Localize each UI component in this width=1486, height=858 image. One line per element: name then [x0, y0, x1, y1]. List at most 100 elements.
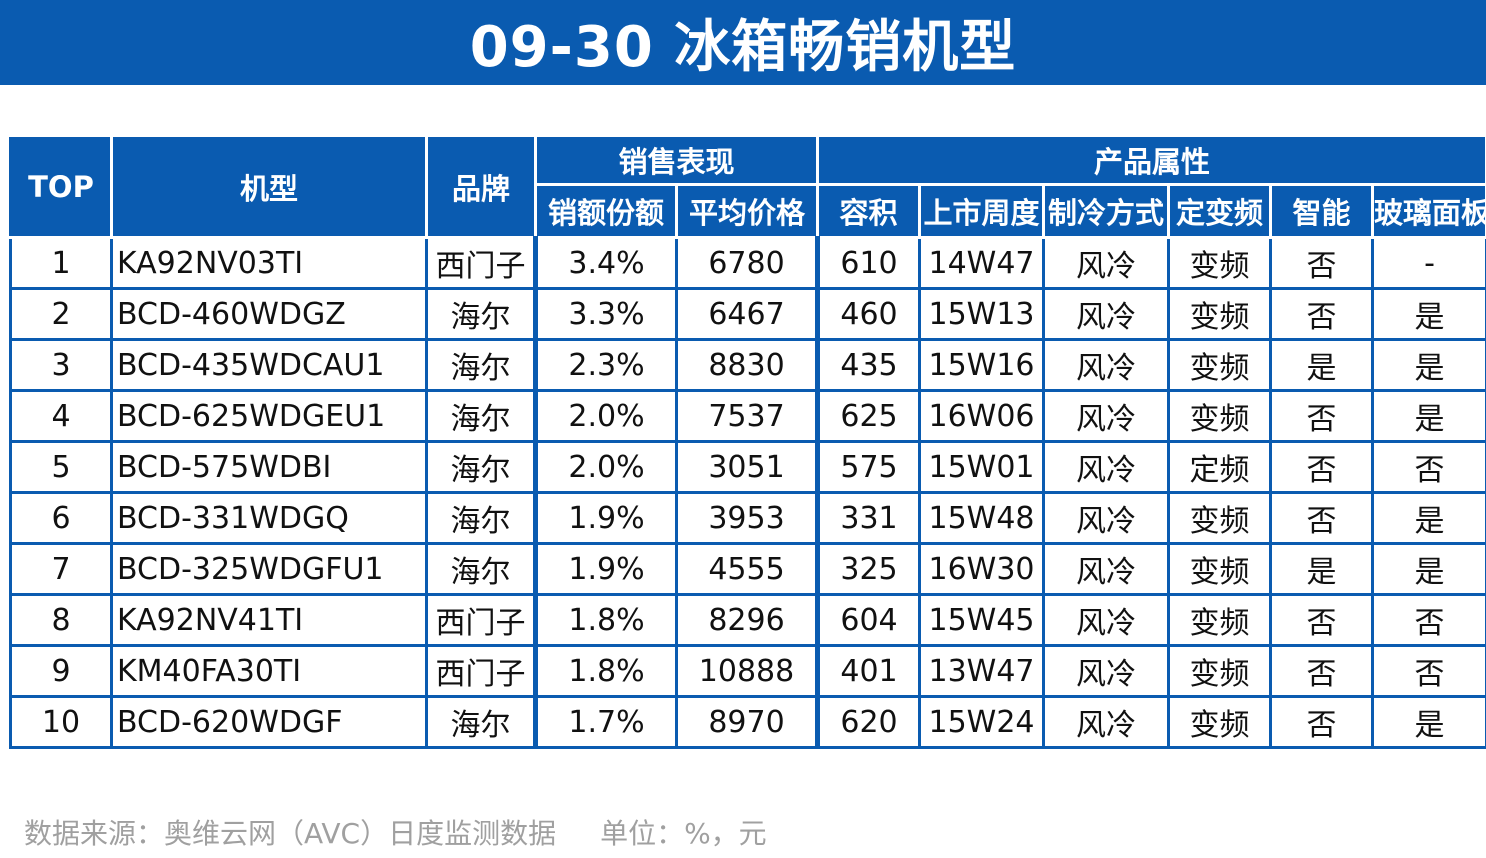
cell-share: 3.3%: [534, 287, 678, 341]
cell-share: 1.8%: [534, 644, 678, 698]
cell-capacity: 460: [816, 287, 922, 341]
cell-cooling: 风冷: [1042, 440, 1171, 494]
cell-smart: 是: [1269, 338, 1375, 392]
header-brand: 品牌: [425, 134, 537, 239]
cell-week: 15W01: [918, 440, 1046, 494]
page-title: 09-30 冰箱畅销机型: [469, 15, 1017, 80]
cell-price: 8296: [674, 593, 821, 647]
cell-cooling: 风冷: [1042, 236, 1171, 290]
cell-share: 1.9%: [534, 542, 678, 596]
cell-glass: 否: [1371, 593, 1486, 647]
cell-brand: 海尔: [425, 338, 538, 392]
cell-inverter: 变频: [1167, 593, 1273, 647]
table-row: 8 KA92NV41TI 西门子 1.8% 8296 604 15W45 风冷 …: [9, 593, 1486, 647]
header-top: TOP: [9, 134, 113, 239]
cell-price: 6467: [674, 287, 821, 341]
cell-week: 16W30: [918, 542, 1046, 596]
cell-smart: 否: [1269, 236, 1375, 290]
cell-glass: 是: [1371, 695, 1486, 749]
cell-smart: 是: [1269, 542, 1375, 596]
table-row: 10 BCD-620WDGF 海尔 1.7% 8970 620 15W24 风冷…: [9, 695, 1486, 749]
unit-text: 单位：%，元: [600, 817, 767, 850]
cell-capacity: 610: [816, 236, 922, 290]
cell-smart: 否: [1269, 440, 1375, 494]
cell-capacity: 435: [816, 338, 922, 392]
cell-brand: 海尔: [425, 695, 538, 749]
cell-inverter: 变频: [1167, 491, 1273, 545]
cell-brand: 西门子: [425, 644, 538, 698]
table-row: 5 BCD-575WDBI 海尔 2.0% 3051 575 15W01 风冷 …: [9, 440, 1486, 494]
cell-week: 13W47: [918, 644, 1046, 698]
header-group-attributes: 产品属性: [816, 134, 1486, 186]
cell-inverter: 变频: [1167, 542, 1273, 596]
cell-brand: 西门子: [425, 236, 538, 290]
cell-model: KA92NV41TI: [110, 593, 428, 647]
cell-capacity: 401: [816, 644, 922, 698]
cell-smart: 否: [1269, 287, 1375, 341]
cell-cooling: 风冷: [1042, 338, 1171, 392]
cell-week: 15W24: [918, 695, 1046, 749]
header-capacity: 容积: [816, 183, 922, 239]
cell-brand: 海尔: [425, 491, 538, 545]
cell-model: KM40FA30TI: [110, 644, 428, 698]
table-row: 3 BCD-435WDCAU1 海尔 2.3% 8830 435 15W16 风…: [9, 338, 1486, 392]
cell-rank: 3: [9, 338, 113, 392]
cell-rank: 7: [9, 542, 113, 596]
cell-rank: 8: [9, 593, 113, 647]
cell-share: 2.0%: [534, 389, 678, 443]
cell-smart: 否: [1269, 491, 1375, 545]
cell-capacity: 625: [816, 389, 922, 443]
cell-smart: 否: [1269, 695, 1375, 749]
cell-price: 8970: [674, 695, 821, 749]
cell-glass: 否: [1371, 440, 1486, 494]
cell-cooling: 风冷: [1042, 695, 1171, 749]
title-banner: 09-30 冰箱畅销机型: [0, 0, 1486, 85]
cell-week: 16W06: [918, 389, 1046, 443]
cell-price: 8830: [674, 338, 821, 392]
cell-brand: 海尔: [425, 389, 538, 443]
cell-price: 3051: [674, 440, 821, 494]
cell-inverter: 变频: [1167, 644, 1273, 698]
cell-price: 3953: [674, 491, 821, 545]
cell-cooling: 风冷: [1042, 287, 1171, 341]
cell-model: BCD-620WDGF: [110, 695, 428, 749]
cell-rank: 1: [9, 236, 113, 290]
header-group-sales: 销售表现: [533, 134, 820, 186]
table-row: 1 KA92NV03TI 西门子 3.4% 6780 610 14W47 风冷 …: [9, 236, 1486, 290]
cell-brand: 海尔: [425, 542, 538, 596]
cell-model: BCD-325WDGFU1: [110, 542, 428, 596]
cell-glass: 是: [1371, 338, 1486, 392]
cell-rank: 2: [9, 287, 113, 341]
cell-rank: 5: [9, 440, 113, 494]
cell-model: BCD-331WDGQ: [110, 491, 428, 545]
cell-week: 15W13: [918, 287, 1046, 341]
cell-model: BCD-625WDGEU1: [110, 389, 428, 443]
cell-week: 14W47: [918, 236, 1046, 290]
cell-glass: 是: [1371, 542, 1486, 596]
cell-cooling: 风冷: [1042, 542, 1171, 596]
cell-cooling: 风冷: [1042, 491, 1171, 545]
cell-smart: 否: [1269, 593, 1375, 647]
cell-glass: 否: [1371, 644, 1486, 698]
cell-price: 6780: [674, 236, 821, 290]
table-row: 9 KM40FA30TI 西门子 1.8% 10888 401 13W47 风冷…: [9, 644, 1486, 698]
cell-brand: 海尔: [425, 440, 538, 494]
cell-model: BCD-460WDGZ: [110, 287, 428, 341]
cell-price: 7537: [674, 389, 821, 443]
header-launch-week: 上市周度: [918, 183, 1046, 239]
cell-share: 1.7%: [534, 695, 678, 749]
header-share: 销额份额: [534, 183, 678, 239]
cell-week: 15W45: [918, 593, 1046, 647]
cell-price: 4555: [674, 542, 821, 596]
cell-brand: 西门子: [425, 593, 538, 647]
header-model: 机型: [110, 134, 428, 239]
cell-rank: 9: [9, 644, 113, 698]
cell-cooling: 风冷: [1042, 389, 1171, 443]
header-inverter: 定变频: [1167, 183, 1273, 239]
cell-glass: 是: [1371, 389, 1486, 443]
footer-note: 数据来源：奥维云网（AVC）日度监测数据 单位：%，元: [24, 812, 767, 852]
cell-capacity: 575: [816, 440, 922, 494]
cell-smart: 否: [1269, 389, 1375, 443]
cell-capacity: 604: [816, 593, 922, 647]
header-smart: 智能: [1269, 183, 1375, 239]
